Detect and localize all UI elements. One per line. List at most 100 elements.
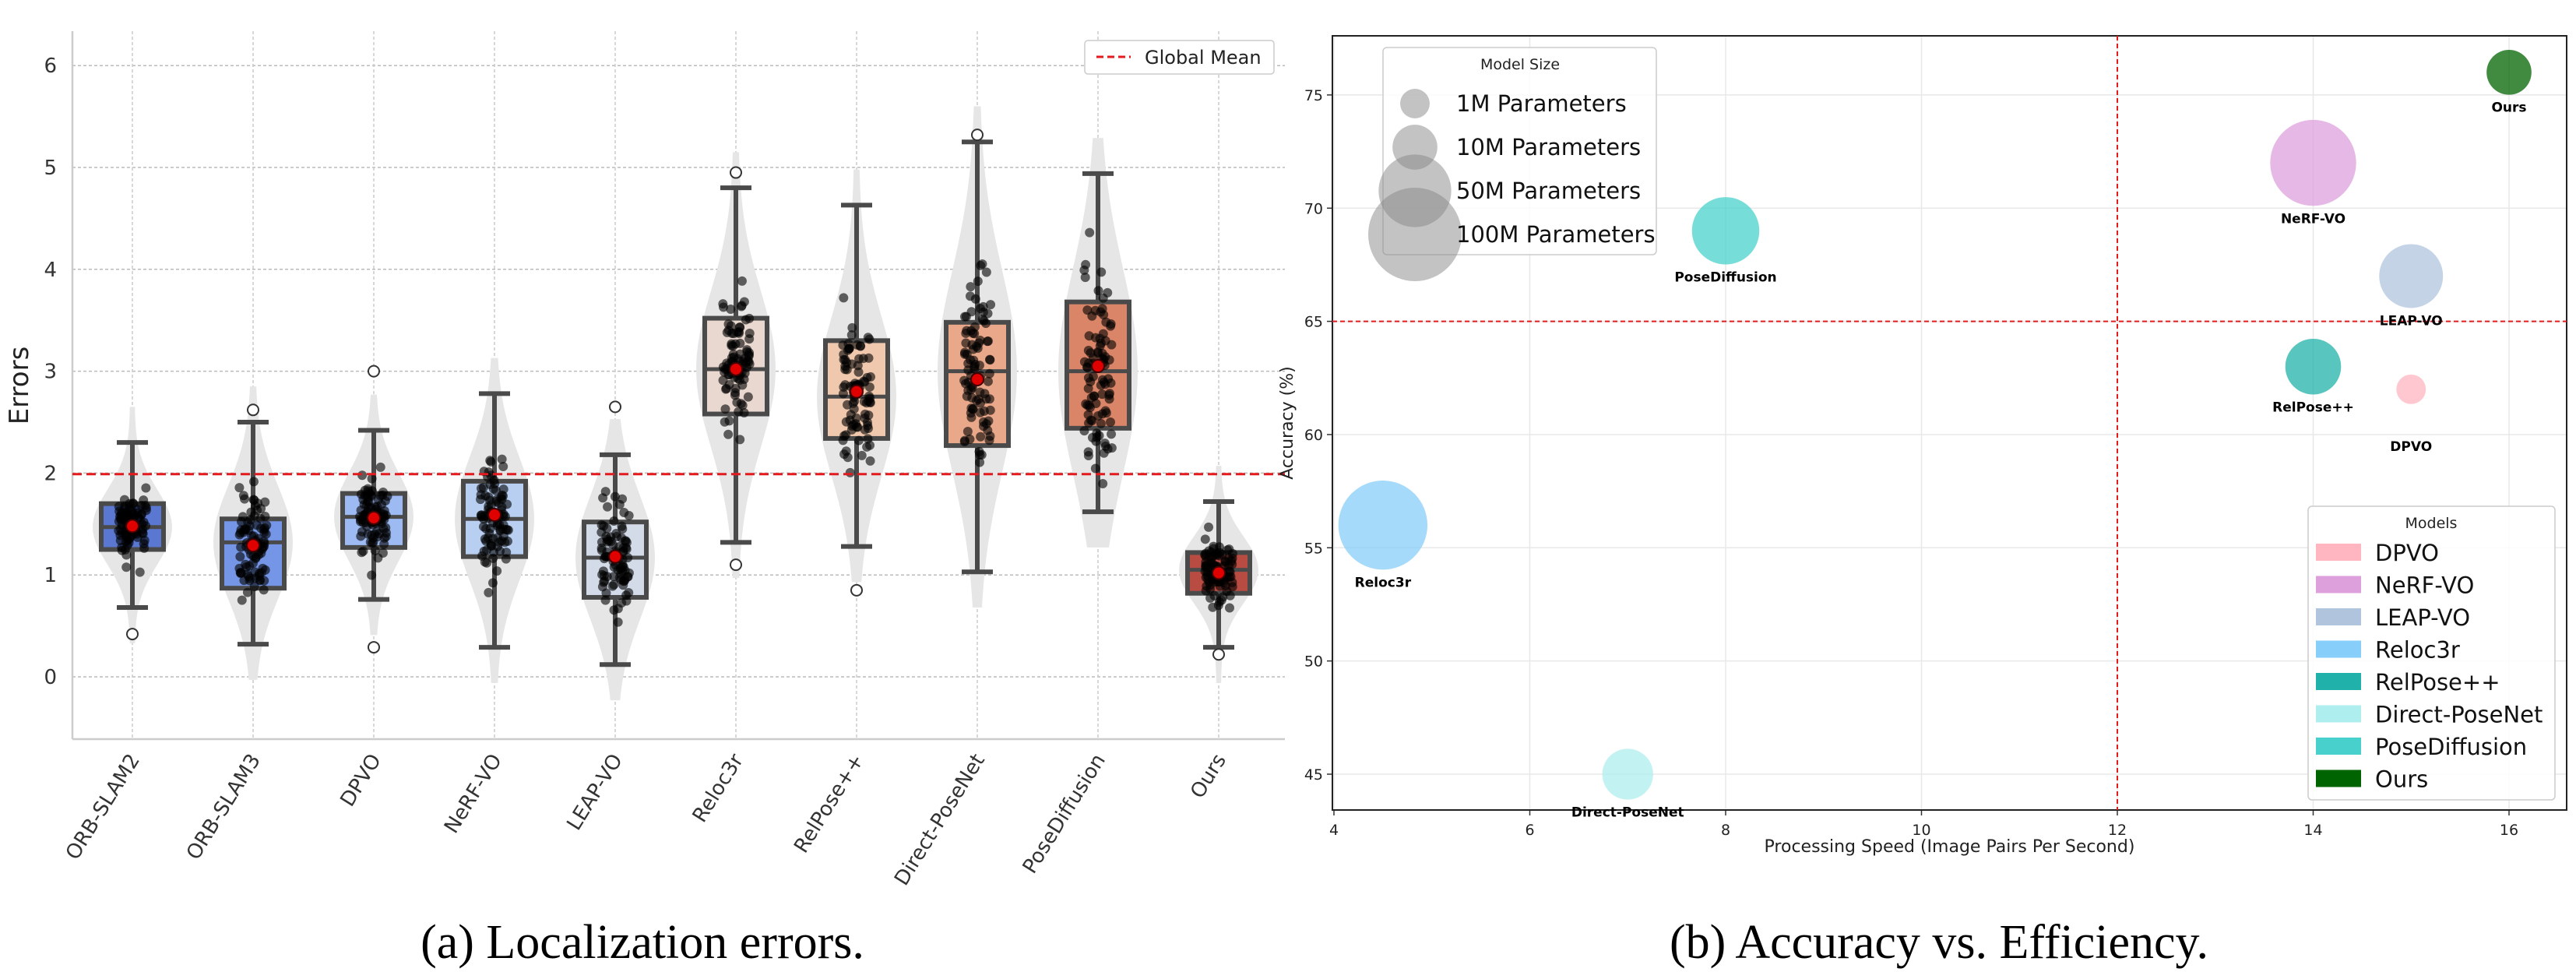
jitter-point: [236, 542, 246, 552]
jitter-point: [138, 529, 148, 539]
box-group-nerf-vo: [455, 357, 534, 683]
jitter-point: [737, 301, 747, 312]
outlier-point: [368, 641, 380, 654]
jitter-point: [256, 523, 266, 534]
jitter-point: [720, 404, 730, 414]
x-tick-label: 10: [1912, 822, 1930, 839]
jitter-point: [1092, 432, 1102, 442]
models-legend-swatch: [2316, 576, 2361, 593]
jitter-point: [616, 569, 626, 579]
x-tick-label: Reloc3r: [688, 750, 748, 827]
bubble-label: Direct-PoseNet: [1571, 805, 1684, 821]
size-legend-label: 1M Parameters: [1456, 90, 1627, 117]
jitter-point: [492, 566, 502, 576]
outlier-point: [730, 558, 742, 572]
jitter-point: [970, 364, 980, 374]
jitter-point: [1224, 544, 1234, 555]
jitter-point: [484, 502, 494, 512]
jitter-point: [846, 330, 857, 340]
mean-marker: [970, 372, 984, 387]
jitter-point: [495, 526, 505, 536]
outlier-point: [609, 400, 621, 414]
jitter-point: [975, 335, 985, 345]
box-group-ours: [1179, 466, 1258, 683]
bubble-label: PoseDiffusion: [1674, 270, 1776, 286]
jitter-point: [839, 350, 849, 360]
jitter-point: [856, 341, 866, 351]
caption-a: (a) Localization errors.: [421, 916, 864, 969]
jitter-point: [1100, 406, 1110, 416]
jitter-point: [1090, 463, 1100, 474]
jitter-point: [139, 543, 150, 553]
jitter-point: [979, 315, 989, 326]
jitter-point: [617, 598, 627, 608]
bubble-direct-posenet: [1602, 748, 1653, 800]
models-legend-label: NeRF-VO: [2375, 572, 2474, 599]
jitter-point: [483, 533, 493, 543]
box-group-orb-slam2: [93, 407, 172, 643]
mean-marker: [367, 510, 381, 525]
jitter-point: [598, 493, 608, 503]
jitter-point: [741, 315, 751, 325]
size-legend-title: Model Size: [1480, 56, 1560, 73]
jitter-point: [497, 454, 507, 464]
jitter-point: [726, 305, 736, 315]
bubble-label: LEAP-VO: [2380, 313, 2443, 329]
x-tick-label: Direct-PoseNet: [890, 750, 990, 890]
y-tick-label: 6: [44, 55, 57, 78]
jitter-point: [240, 494, 250, 504]
models-legend-swatch: [2316, 544, 2361, 561]
jitter-point: [976, 431, 986, 442]
jitter-point: [1082, 305, 1093, 315]
jitter-point: [732, 397, 742, 407]
jitter-point: [984, 368, 994, 379]
axes-frame: [1332, 35, 2567, 811]
jitter-point: [1096, 267, 1107, 277]
jitter-point: [983, 425, 993, 435]
jitter-point: [1215, 548, 1225, 558]
jitter-point: [115, 530, 125, 541]
y-axis-label: Errors: [4, 347, 35, 425]
jitter-point: [718, 362, 728, 372]
jitter-point: [496, 492, 506, 502]
jitter-point: [838, 435, 848, 446]
outlier-point: [368, 364, 380, 378]
jitter-point: [618, 494, 628, 504]
jitter-point: [975, 457, 985, 467]
jitter-point: [735, 322, 745, 333]
jitter-point: [727, 353, 737, 363]
jitter-point: [744, 329, 755, 339]
jitter-point: [973, 276, 983, 287]
y-tick-label: 70: [1304, 200, 1323, 217]
jitter-point: [618, 562, 628, 572]
jitter-point: [1201, 561, 1211, 571]
models-legend-label: Direct-PoseNet: [2375, 702, 2543, 728]
jitter-point: [1093, 286, 1103, 296]
x-axis-label: Processing Speed (Image Pairs Per Second…: [1765, 837, 2135, 857]
jitter-point: [367, 474, 377, 484]
jitter-point: [839, 293, 849, 303]
jitter-point: [1098, 478, 1108, 488]
jitter-point: [502, 536, 512, 546]
jitter-point: [986, 300, 996, 310]
size-legend-label: 10M Parameters: [1456, 134, 1641, 160]
jitter-point: [727, 339, 737, 349]
outlier-point: [1212, 648, 1225, 661]
jitter-point: [861, 398, 871, 408]
jitter-point: [984, 394, 994, 404]
jitter-point: [1081, 259, 1091, 269]
jitter-point: [730, 388, 741, 398]
jitter-point: [482, 558, 492, 568]
box-group-dpvo: [334, 364, 413, 654]
jitter-point: [485, 480, 495, 490]
jitter-point: [376, 499, 386, 509]
jitter-point: [1097, 389, 1107, 400]
jitter-point: [624, 511, 634, 521]
y-tick-label: 4: [44, 259, 57, 282]
models-legend: Models DPVO NeRF-VO LEAP-VO Reloc3r RelPose++…: [2307, 505, 2556, 801]
jitter-point: [1220, 556, 1230, 566]
x-tick-label: 8: [1721, 822, 1730, 839]
models-legend-frame: [2307, 505, 2556, 801]
jitter-point: [977, 450, 987, 460]
jitter-point: [235, 551, 245, 562]
